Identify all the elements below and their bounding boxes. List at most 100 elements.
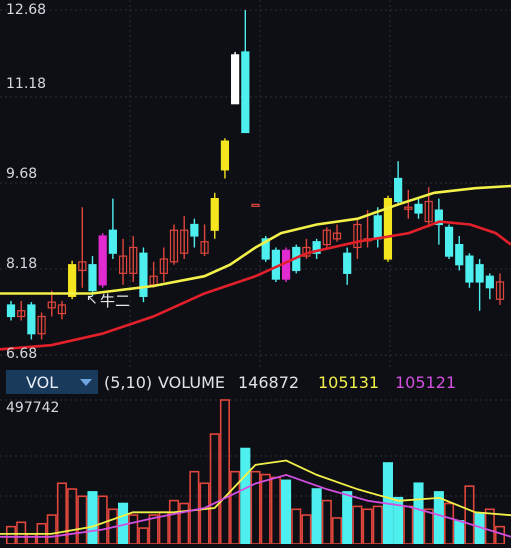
volume-bar xyxy=(97,495,108,545)
volume-ma5-line xyxy=(0,459,511,535)
volume-label: VOLUME xyxy=(158,373,225,392)
candle-body xyxy=(88,264,97,292)
price-chart-svg[interactable] xyxy=(0,0,511,368)
volume-bar xyxy=(403,505,414,545)
candle-body xyxy=(169,229,179,263)
candle-body xyxy=(241,51,250,134)
candle-body xyxy=(129,246,138,274)
candle-body xyxy=(322,229,331,246)
indicator-select-label: VOL xyxy=(26,372,59,392)
volume-bar xyxy=(179,502,190,545)
volume-bar xyxy=(270,476,281,545)
volume-bar xyxy=(464,485,475,545)
ma-red-line xyxy=(0,220,511,351)
volume-bar xyxy=(219,399,230,545)
volume-bar xyxy=(67,488,78,545)
candle-body xyxy=(444,226,454,257)
candle-body xyxy=(475,264,484,283)
candle-body xyxy=(261,238,270,260)
ma10-value: 105121 xyxy=(395,373,457,392)
price-axis-label-3: 9.68 xyxy=(6,166,38,182)
volume-bar xyxy=(199,482,210,545)
candle-body xyxy=(251,203,260,207)
candle-body xyxy=(78,261,87,272)
candle-body xyxy=(404,206,413,210)
price-axis-label-4: 8.18 xyxy=(6,256,38,272)
candle-body xyxy=(37,315,46,335)
candle-body xyxy=(424,200,433,223)
volume-bar xyxy=(444,502,455,545)
volume-bar xyxy=(362,508,373,545)
price-axis-label-5: 6.68 xyxy=(6,346,38,362)
candle-body xyxy=(434,209,443,226)
volume-bar xyxy=(138,527,149,545)
volume-bar xyxy=(301,514,312,545)
candle-body xyxy=(495,281,505,300)
volume-bar xyxy=(494,525,506,545)
candle-body xyxy=(455,244,464,266)
price-axis-label-1: 12.68 xyxy=(6,2,47,18)
candle-body xyxy=(200,241,209,254)
volume-bar xyxy=(321,499,332,545)
volume-bar xyxy=(291,508,302,545)
candle-body xyxy=(139,252,148,297)
candle-body xyxy=(414,203,423,214)
candle-body xyxy=(343,252,352,274)
candle-body xyxy=(190,223,199,237)
ma-yellow-line xyxy=(0,184,511,295)
candle-body xyxy=(231,54,240,105)
volume-bar xyxy=(87,491,98,545)
volume-bar xyxy=(128,514,139,545)
candle-body xyxy=(180,229,189,254)
volume-header: VOL (5,10) VOLUME 146872 105131 105121 xyxy=(0,368,511,396)
candle-body xyxy=(47,301,56,309)
candle-body xyxy=(98,235,107,286)
volume-bar xyxy=(454,520,465,545)
candle-body xyxy=(6,304,16,318)
candle-body xyxy=(312,241,321,254)
volume-bar xyxy=(331,517,343,545)
volume-axis-max-label: 497742 xyxy=(6,400,60,416)
price-chart-panel[interactable]: 12.68 11.18 9.68 8.18 6.68 ↖ 牛二 xyxy=(0,0,511,368)
indicator-select[interactable]: VOL xyxy=(6,370,98,394)
annotation-arrow-icon: ↖ xyxy=(86,292,98,308)
dropdown-arrow-icon xyxy=(80,379,92,386)
volume-bar xyxy=(342,491,353,545)
ma5-value: 105131 xyxy=(318,373,380,392)
candle-body xyxy=(17,310,26,318)
candle-body xyxy=(485,275,494,289)
volume-bar xyxy=(5,525,17,545)
volume-chart-svg[interactable] xyxy=(0,396,511,545)
volume-bar xyxy=(46,514,57,545)
volume-ma10-line xyxy=(0,473,511,538)
volume-bar xyxy=(260,473,271,545)
annotation-text: 牛二 xyxy=(100,292,131,310)
volume-bar xyxy=(372,505,383,545)
volume-bar xyxy=(281,479,292,545)
volume-bar xyxy=(209,433,220,545)
volume-value: 146872 xyxy=(238,373,300,392)
candle-body xyxy=(383,198,393,260)
volume-bar xyxy=(26,533,37,545)
candle-body xyxy=(108,229,117,254)
candle-body xyxy=(332,232,342,240)
candle-body xyxy=(353,223,362,249)
candle-body xyxy=(27,304,36,335)
volume-bar xyxy=(168,499,180,545)
candle-body xyxy=(394,177,403,203)
candle-body xyxy=(68,264,77,297)
volume-bar xyxy=(189,470,200,545)
volume-bar xyxy=(240,447,251,545)
candle-body xyxy=(220,140,230,171)
candle-body xyxy=(465,255,474,283)
candle-body xyxy=(118,255,128,274)
candle-body xyxy=(159,258,168,274)
volume-bar xyxy=(311,488,322,545)
candle-body xyxy=(210,198,219,231)
volume-chart-panel[interactable]: 497742 xyxy=(0,396,511,545)
price-axis-label-2: 11.18 xyxy=(6,76,47,92)
candle-body xyxy=(57,304,67,315)
volume-bar xyxy=(352,505,363,545)
volume-bar xyxy=(77,495,88,545)
indicator-params: (5,10) xyxy=(104,373,153,392)
